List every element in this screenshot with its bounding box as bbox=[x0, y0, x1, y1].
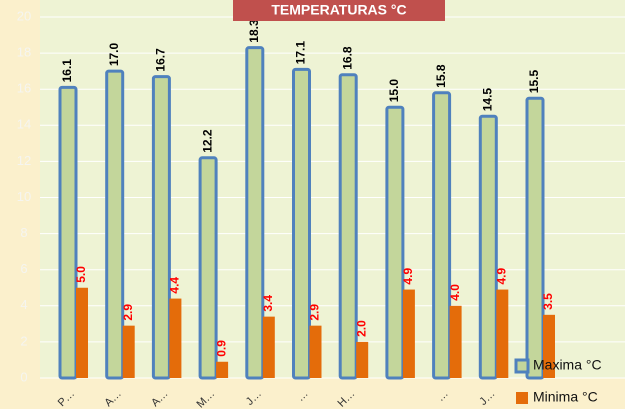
data-label: 17.0 bbox=[107, 42, 121, 66]
data-label: 15.5 bbox=[527, 70, 541, 94]
data-label: 12.2 bbox=[200, 129, 214, 153]
legend-label: Minima °C bbox=[533, 389, 598, 405]
data-label: 17.1 bbox=[294, 41, 308, 65]
y-tick-label: 20 bbox=[17, 8, 31, 23]
data-label: 4.4 bbox=[168, 277, 182, 294]
y-tick-label: 0 bbox=[20, 369, 27, 384]
bar bbox=[385, 105, 405, 380]
data-label: 4.0 bbox=[448, 284, 462, 301]
data-label: 2.9 bbox=[121, 304, 135, 321]
bar bbox=[198, 156, 218, 380]
data-label: 2.0 bbox=[354, 320, 368, 337]
data-label: 16.7 bbox=[154, 48, 168, 72]
bar bbox=[432, 91, 452, 380]
data-label: 3.4 bbox=[261, 295, 275, 312]
legend-swatch bbox=[516, 392, 528, 404]
bar bbox=[402, 289, 415, 378]
bar bbox=[449, 305, 462, 378]
data-label: 15.0 bbox=[387, 79, 401, 103]
data-label: 16.8 bbox=[340, 46, 354, 70]
bar bbox=[58, 85, 78, 380]
data-label: 4.9 bbox=[494, 268, 508, 285]
data-label: 18.3 bbox=[247, 19, 261, 43]
bar bbox=[478, 114, 498, 380]
y-tick-label: 14 bbox=[17, 117, 31, 132]
legend-label: Maxima °C bbox=[533, 357, 602, 373]
y-tick-label: 6 bbox=[20, 261, 27, 276]
bar bbox=[76, 287, 88, 378]
bar bbox=[151, 75, 171, 380]
bar bbox=[169, 298, 182, 378]
bar bbox=[338, 73, 358, 380]
y-tick-label: 10 bbox=[17, 189, 31, 204]
bar bbox=[356, 341, 369, 378]
bar bbox=[122, 325, 135, 378]
bar bbox=[262, 316, 275, 378]
bar bbox=[543, 314, 555, 378]
y-tick-label: 16 bbox=[17, 81, 31, 96]
bar bbox=[309, 325, 322, 378]
chart-title: TEMPERATURAS °C bbox=[271, 2, 406, 18]
data-label: 4.9 bbox=[401, 268, 415, 285]
data-label: 5.0 bbox=[74, 266, 88, 283]
content: 02468101214161820P…16.15.0A…17.02.9A…16.… bbox=[17, 8, 625, 409]
bar bbox=[292, 67, 311, 380]
bar bbox=[525, 96, 545, 380]
data-label: 0.9 bbox=[214, 340, 228, 357]
data-label: 14.5 bbox=[480, 88, 494, 112]
bar bbox=[105, 69, 125, 380]
bar bbox=[216, 361, 229, 378]
data-label: 16.1 bbox=[60, 59, 74, 83]
y-tick-label: 2 bbox=[20, 333, 27, 348]
y-tick-label: 12 bbox=[17, 153, 31, 168]
data-label: 3.5 bbox=[541, 293, 555, 310]
legend-swatch bbox=[514, 358, 530, 374]
title-box bbox=[233, 0, 445, 21]
bar bbox=[245, 46, 265, 380]
y-tick-label: 18 bbox=[17, 45, 31, 60]
data-label: 15.8 bbox=[434, 64, 448, 88]
y-tick-label: 8 bbox=[20, 225, 27, 240]
bar bbox=[496, 289, 509, 378]
data-label: 2.9 bbox=[308, 304, 322, 321]
y-tick-label: 4 bbox=[20, 297, 27, 312]
